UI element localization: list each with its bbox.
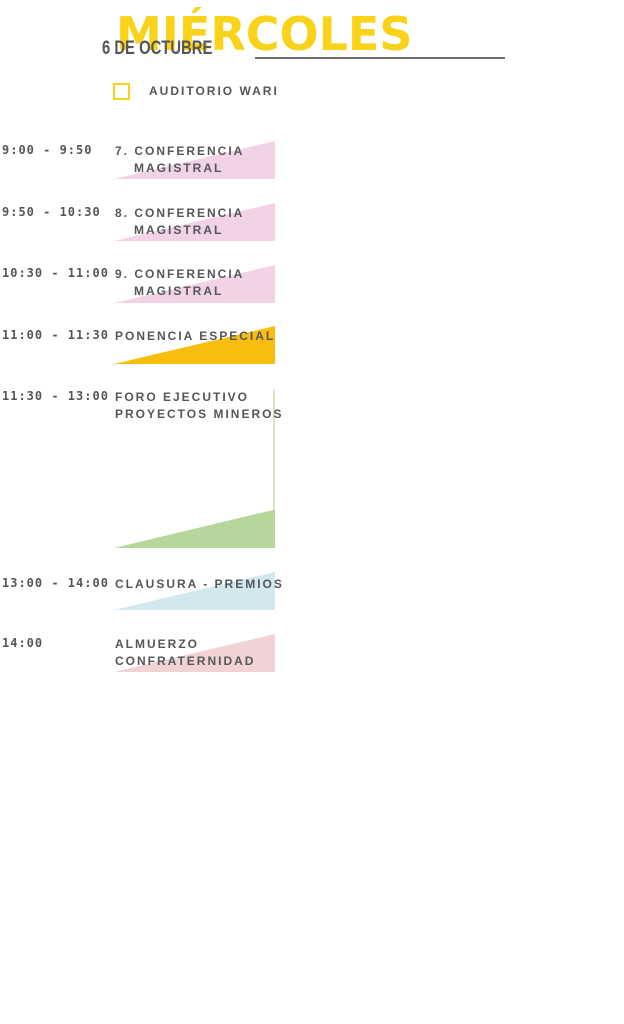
venue-label: AUDITORIO WARI	[149, 84, 279, 98]
session-wedge	[114, 203, 275, 241]
schedule-row: 9:00 - 9:50 7. CONFERENCIA MAGISTRAL	[0, 141, 624, 183]
session-title: FORO EJECUTIVO PROYECTOS MINEROS	[115, 389, 284, 423]
session-wedge	[114, 572, 275, 610]
session-wedge-shape	[114, 141, 275, 179]
session-title-line: FORO EJECUTIVO	[115, 390, 250, 404]
schedule-row: 11:30 - 13:00 FORO EJECUTIVO PROYECTOS M…	[0, 389, 624, 549]
session-time: 11:00 - 11:30	[2, 328, 109, 342]
session-wedge	[114, 326, 275, 364]
venue-legend: AUDITORIO WARI	[113, 83, 313, 105]
session-title-line: 9. CONFERENCIA	[115, 267, 245, 281]
session-wedge-shape	[114, 265, 275, 303]
session-time: 14:00	[2, 636, 44, 650]
session-title: 9. CONFERENCIA MAGISTRAL	[115, 266, 275, 300]
session-title-line: 8. CONFERENCIA	[115, 206, 245, 220]
session-wedge	[114, 265, 275, 303]
session-wedge	[114, 634, 275, 672]
session-wedge	[114, 141, 275, 179]
session-title-line: CONFRATERNIDAD	[115, 654, 256, 668]
header-divider	[255, 57, 505, 59]
session-title: ALMUERZO CONFRATERNIDAD	[115, 636, 275, 670]
session-title-line: PONENCIA ESPECIAL	[115, 329, 276, 343]
session-title-line: PROYECTOS MINEROS	[115, 407, 284, 421]
session-title: PONENCIA ESPECIAL	[115, 328, 275, 345]
session-time: 10:30 - 11:00	[2, 266, 109, 280]
session-title: CLAUSURA - PREMIOS	[115, 576, 282, 593]
session-title-line: CLAUSURA - PREMIOS	[115, 577, 284, 591]
day-title: MIÉRCOLES	[116, 7, 413, 61]
schedule-row: 14:00 ALMUERZO CONFRATERNIDAD	[0, 634, 624, 676]
session-title: 8. CONFERENCIA MAGISTRAL	[115, 205, 275, 239]
session-wedge-shape	[114, 326, 275, 364]
session-time: 9:50 - 10:30	[2, 205, 101, 219]
session-title-line: MAGISTRAL	[134, 161, 224, 175]
session-time: 9:00 - 9:50	[2, 143, 93, 157]
schedule-row: 11:00 - 11:30 PONENCIA ESPECIAL	[0, 326, 624, 368]
square-outline-icon	[113, 83, 130, 100]
session-title-line: MAGISTRAL	[134, 284, 224, 298]
session-wedge-shape	[114, 572, 275, 610]
session-title-line: ALMUERZO	[115, 637, 199, 651]
session-title-line: MAGISTRAL	[134, 223, 224, 237]
day-header: MIÉRCOLES 6 DE OCTUBRE	[0, 0, 624, 70]
session-wedge-shape	[114, 203, 275, 241]
schedule-row: 9:50 - 10:30 8. CONFERENCIA MAGISTRAL	[0, 203, 624, 245]
date-label: 6 DE OCTUBRE	[102, 38, 213, 59]
session-title-line: 7. CONFERENCIA	[115, 144, 245, 158]
session-wedge-shape	[114, 634, 275, 672]
session-wedge-shape	[114, 510, 275, 548]
session-time: 11:30 - 13:00	[2, 389, 109, 403]
session-time: 13:00 - 14:00	[2, 576, 109, 590]
session-wedge	[114, 389, 275, 549]
schedule-row: 13:00 - 14:00 CLAUSURA - PREMIOS	[0, 572, 624, 616]
schedule-row: 10:30 - 11:00 9. CONFERENCIA MAGISTRAL	[0, 265, 624, 306]
session-title: 7. CONFERENCIA MAGISTRAL	[115, 143, 275, 177]
